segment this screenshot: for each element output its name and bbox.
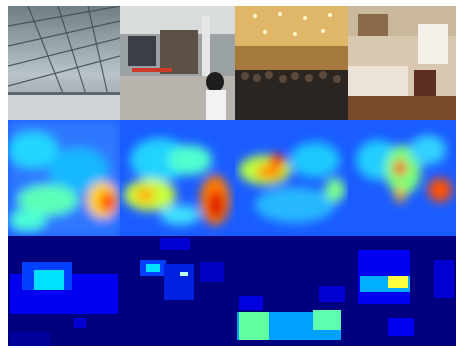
- heatmap-3: [235, 120, 348, 236]
- heatmap-4: [348, 120, 456, 236]
- photo-airport-terminal: [8, 6, 120, 120]
- box-mask-1: [8, 236, 120, 346]
- image-grid: [8, 6, 456, 346]
- photo-station-concourse: [120, 6, 235, 120]
- box-mask-4: [348, 236, 456, 346]
- photo-crowded-hall: [235, 6, 348, 120]
- photo-living-room: [348, 6, 456, 120]
- box-mask-3: [235, 236, 348, 346]
- box-mask-2: [120, 236, 235, 346]
- heatmap-1: [8, 120, 120, 236]
- heatmap-2: [120, 120, 235, 236]
